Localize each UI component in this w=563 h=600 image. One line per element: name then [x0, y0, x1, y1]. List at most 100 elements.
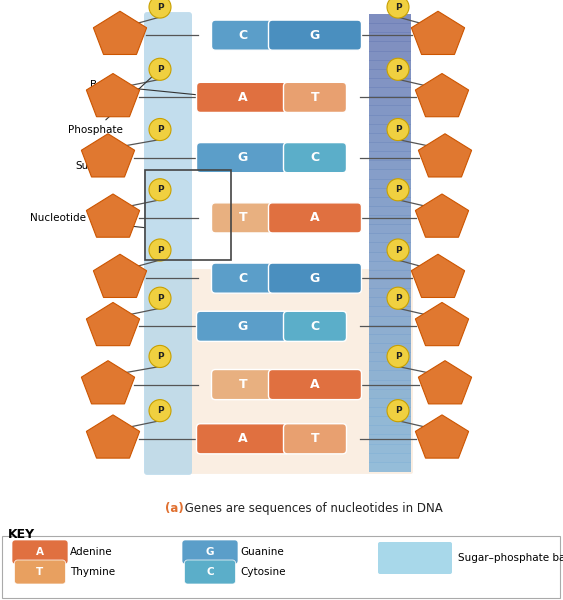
- Polygon shape: [415, 194, 468, 237]
- Bar: [369, 434, 411, 445]
- Text: P: P: [157, 65, 163, 74]
- FancyBboxPatch shape: [212, 263, 275, 293]
- Text: G: G: [205, 547, 215, 557]
- Polygon shape: [93, 11, 146, 55]
- Bar: [369, 398, 411, 408]
- Bar: [145, 170, 230, 260]
- Bar: [369, 343, 411, 353]
- Text: Sugar–phosphate backbone: Sugar–phosphate backbone: [458, 553, 563, 563]
- Bar: [369, 462, 411, 472]
- Circle shape: [387, 179, 409, 201]
- Circle shape: [149, 287, 171, 309]
- Bar: [369, 316, 411, 326]
- Bar: [369, 233, 411, 244]
- Text: Guanine: Guanine: [240, 547, 284, 557]
- Bar: [2, 536, 560, 598]
- Bar: [369, 142, 411, 152]
- Circle shape: [387, 0, 409, 18]
- Text: A: A: [36, 547, 44, 557]
- FancyBboxPatch shape: [284, 311, 346, 341]
- Bar: [369, 78, 411, 88]
- Text: P: P: [395, 125, 401, 134]
- Bar: [369, 416, 411, 426]
- Bar: [369, 96, 411, 106]
- FancyBboxPatch shape: [378, 542, 452, 574]
- Text: P: P: [395, 2, 401, 11]
- Bar: [369, 361, 411, 371]
- Bar: [369, 23, 411, 34]
- FancyBboxPatch shape: [269, 20, 361, 50]
- Text: A: A: [310, 378, 320, 391]
- Bar: [369, 298, 411, 307]
- Text: A: A: [238, 91, 248, 104]
- Text: (a): (a): [165, 502, 184, 515]
- Bar: [369, 115, 411, 125]
- FancyBboxPatch shape: [196, 424, 289, 454]
- Bar: [369, 60, 411, 70]
- FancyBboxPatch shape: [196, 311, 289, 341]
- FancyBboxPatch shape: [212, 370, 275, 400]
- Bar: [369, 87, 411, 97]
- Bar: [369, 425, 411, 436]
- FancyBboxPatch shape: [284, 82, 346, 112]
- FancyBboxPatch shape: [12, 540, 68, 564]
- Polygon shape: [418, 361, 472, 404]
- FancyBboxPatch shape: [182, 540, 238, 564]
- Bar: [369, 443, 411, 454]
- Text: P: P: [157, 185, 163, 194]
- Polygon shape: [415, 302, 468, 346]
- Circle shape: [149, 118, 171, 140]
- Text: Adenine: Adenine: [70, 547, 113, 557]
- Bar: [369, 106, 411, 116]
- Bar: [369, 197, 411, 207]
- Text: C: C: [239, 29, 248, 41]
- Circle shape: [149, 346, 171, 367]
- Circle shape: [387, 346, 409, 367]
- Polygon shape: [93, 254, 146, 298]
- Polygon shape: [86, 415, 140, 458]
- Polygon shape: [415, 415, 468, 458]
- FancyBboxPatch shape: [269, 263, 361, 293]
- Polygon shape: [86, 194, 140, 237]
- Bar: [369, 151, 411, 161]
- FancyBboxPatch shape: [196, 82, 289, 112]
- Circle shape: [149, 400, 171, 422]
- Text: Cytosine: Cytosine: [240, 567, 285, 577]
- Bar: [369, 14, 411, 24]
- FancyBboxPatch shape: [284, 424, 346, 454]
- Text: T: T: [311, 91, 319, 104]
- FancyBboxPatch shape: [196, 143, 289, 173]
- Bar: [369, 206, 411, 216]
- Text: Thymine: Thymine: [70, 567, 115, 577]
- Bar: [369, 169, 411, 179]
- FancyBboxPatch shape: [185, 560, 235, 584]
- Text: C: C: [310, 151, 320, 164]
- Polygon shape: [82, 134, 135, 177]
- Circle shape: [387, 239, 409, 261]
- Bar: [369, 452, 411, 463]
- FancyBboxPatch shape: [212, 203, 275, 233]
- Polygon shape: [412, 11, 464, 55]
- Bar: [369, 307, 411, 317]
- FancyBboxPatch shape: [284, 143, 346, 173]
- FancyBboxPatch shape: [15, 560, 65, 584]
- Text: P: P: [395, 406, 401, 415]
- Polygon shape: [82, 361, 135, 404]
- FancyBboxPatch shape: [144, 12, 192, 475]
- Text: C: C: [206, 567, 214, 577]
- Text: P: P: [157, 245, 163, 254]
- Bar: [369, 179, 411, 188]
- Bar: [369, 352, 411, 362]
- Text: P: P: [157, 125, 163, 134]
- Bar: [369, 215, 411, 225]
- Text: A: A: [238, 432, 248, 445]
- Text: G: G: [238, 151, 248, 164]
- Circle shape: [387, 58, 409, 80]
- FancyBboxPatch shape: [212, 20, 275, 50]
- Polygon shape: [415, 73, 468, 117]
- Bar: [369, 69, 411, 79]
- Text: P: P: [157, 406, 163, 415]
- Bar: [369, 325, 411, 335]
- Text: C: C: [239, 272, 248, 284]
- Bar: [369, 270, 411, 280]
